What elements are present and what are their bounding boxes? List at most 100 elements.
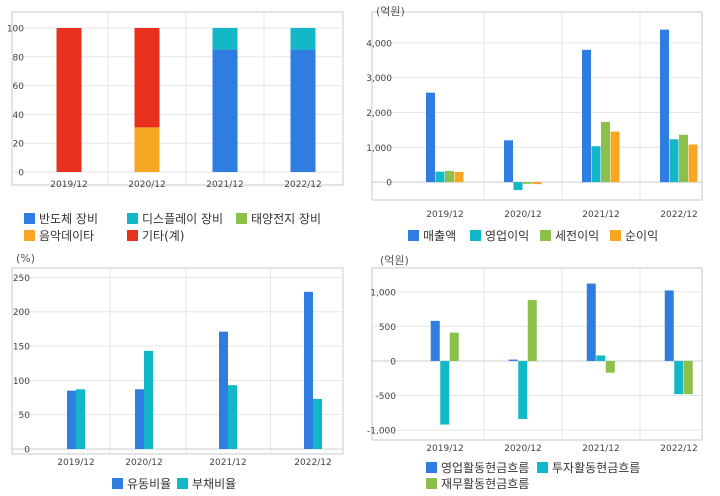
x-tick-label: 2019/12 <box>57 458 94 468</box>
y-tick-label: 2,000 <box>366 109 392 119</box>
bar <box>669 139 679 183</box>
y-tick-label: 40 <box>13 111 25 121</box>
bar <box>527 300 537 361</box>
legend-item-display-equipment: 디스플레이 장비 <box>127 212 223 226</box>
bar <box>518 360 528 420</box>
x-tick-label: 2021/12 <box>209 458 246 468</box>
legend-swatch <box>24 230 35 241</box>
bar <box>67 390 76 449</box>
y-tick-label: 20 <box>13 140 25 150</box>
bar <box>454 171 464 183</box>
legend-item-operating-cash-flow: 영업활동현금흐름 <box>426 461 529 475</box>
bar-segment <box>212 49 238 172</box>
bar <box>664 290 674 361</box>
x-tick-label: 2020/12 <box>128 180 165 190</box>
chart2-unit-label: (억원) <box>376 5 405 18</box>
bar <box>688 144 698 183</box>
bar <box>610 131 620 183</box>
legend-label: 영업활동현금흐름 <box>441 461 530 475</box>
legend-item-operating-profit: 영업이익 <box>470 229 529 243</box>
y-tick-label: 0 <box>390 357 396 367</box>
y-tick-label: -1,000 <box>367 427 396 437</box>
legend-label: 순이익 <box>625 229 659 243</box>
bar <box>440 360 450 425</box>
y-tick-label: 150 <box>13 343 30 353</box>
legend-item-revenue: 매출액 <box>408 229 456 243</box>
bar <box>582 49 591 183</box>
chart-stability-ratio: 0 50 100 150 200 250 2019/12 2020/12 2021/12 2022… <box>11 267 344 468</box>
legend-label: 태양전지 장비 <box>251 212 322 226</box>
y-tick-label: 4,000 <box>366 39 392 49</box>
bar <box>508 359 518 361</box>
bar <box>523 182 532 184</box>
bar <box>304 291 313 449</box>
chart-revenue-composition: 0 20 40 60 80 100 2019/12 2020/12 2021/12 2022/12 <box>7 11 344 190</box>
y-tick-label: 100 <box>7 25 24 35</box>
bar <box>513 182 523 191</box>
bar <box>601 121 610 183</box>
legend-swatch <box>177 478 188 489</box>
x-tick-label: 2020/12 <box>125 458 162 468</box>
chart-frame <box>371 11 703 201</box>
bar <box>586 283 596 361</box>
chart4-unit-label: (억원) <box>380 254 409 267</box>
y-tick-label: 50 <box>19 411 31 421</box>
legend-item-financing-cash-flow: 재무활동현금흐름 <box>426 477 529 491</box>
chart-cash-flow: -1,000 -500 0 500 1,000 2019/12 2020/12 2021/12… <box>367 267 703 454</box>
legend-label: 매출액 <box>423 229 457 243</box>
bar-segment <box>134 28 160 128</box>
x-tick-label: 2020/12 <box>504 444 541 454</box>
legend-swatch <box>24 213 35 224</box>
bar <box>219 331 228 449</box>
legend-label: 반도체 장비 <box>39 212 99 226</box>
legend-swatch <box>127 230 138 241</box>
x-tick-label: 2021/12 <box>582 444 619 454</box>
y-tick-label: 60 <box>13 82 25 92</box>
bar <box>679 134 688 183</box>
legend-swatch <box>470 230 481 241</box>
x-tick-label: 2022/12 <box>660 444 697 454</box>
legend-swatch <box>610 230 621 241</box>
bar <box>504 140 513 183</box>
legend-swatch <box>540 230 551 241</box>
bar <box>660 29 669 183</box>
y-tick-label: -500 <box>376 392 397 402</box>
legend-item-current-ratio: 유동비율 <box>112 477 171 491</box>
bar-segment <box>134 127 160 172</box>
y-tick-label: 0 <box>24 446 30 456</box>
bar <box>435 171 445 183</box>
legend-label: 재무활동현금흐름 <box>441 477 530 491</box>
legend-item-other: 기타(계) <box>127 229 184 243</box>
legend-item-net-profit: 순이익 <box>610 229 658 243</box>
bar <box>144 350 153 449</box>
legend-label: 세전이익 <box>555 229 600 243</box>
legend-swatch <box>426 478 437 489</box>
x-tick-label: 2019/12 <box>426 444 463 454</box>
bar <box>76 389 85 449</box>
legend-item-pretax-profit: 세전이익 <box>540 229 599 243</box>
legend-swatch <box>408 230 419 241</box>
chart-frame <box>371 267 703 441</box>
y-tick-label: 3,000 <box>366 74 392 84</box>
bar <box>532 182 542 185</box>
legend-swatch <box>426 462 437 473</box>
bar <box>228 385 237 449</box>
legend-swatch <box>127 213 138 224</box>
bar <box>313 398 322 449</box>
chart-frame <box>11 11 344 186</box>
y-tick-label: 0 <box>386 179 392 189</box>
chart-income: 0 1,000 2,000 3,000 4,000 2019/12 2020/12 2021/… <box>366 11 703 220</box>
legend-swatch <box>112 478 123 489</box>
x-tick-label: 2019/12 <box>426 210 463 220</box>
bar <box>135 389 144 449</box>
bar <box>591 146 601 183</box>
x-tick-label: 2019/12 <box>50 180 87 190</box>
legend-swatch <box>537 462 548 473</box>
y-tick-label: 250 <box>13 274 30 284</box>
legend-label: 영업이익 <box>485 229 530 243</box>
bar <box>426 92 435 183</box>
y-tick-label: 0 <box>18 169 24 179</box>
y-tick-label: 80 <box>13 53 25 63</box>
x-tick-label: 2021/12 <box>582 210 619 220</box>
